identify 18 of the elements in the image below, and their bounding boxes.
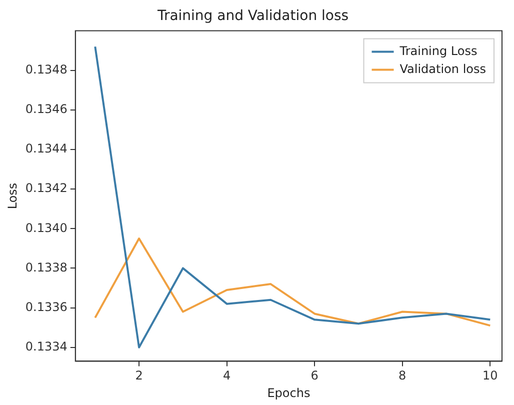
x-tick-label: 10	[482, 368, 498, 383]
x-tick-label: 6	[310, 368, 318, 383]
y-tick-label: 0.1348	[25, 62, 68, 76]
y-tick-label: 0.1344	[25, 142, 68, 156]
y-tick-label: 0.1346	[25, 102, 68, 116]
x-tick-label: 4	[222, 368, 231, 383]
x-tick-label: 2	[135, 368, 143, 383]
y-tick-label: 0.1342	[25, 181, 68, 196]
chart-title: Training and Validation loss	[156, 8, 349, 24]
legend-label: Validation loss	[400, 62, 486, 76]
y-axis-title: Loss	[5, 182, 20, 210]
y-tick-label: 0.1340	[25, 220, 68, 235]
x-axis-title: Epochs	[267, 386, 310, 400]
legend-label: Training Loss	[398, 44, 478, 58]
y-tick-label: 0.1338	[25, 260, 68, 274]
x-tick-label: 8	[398, 368, 406, 383]
y-tick-label: 0.1336	[25, 300, 68, 314]
y-tick-label: 0.1334	[25, 339, 68, 354]
